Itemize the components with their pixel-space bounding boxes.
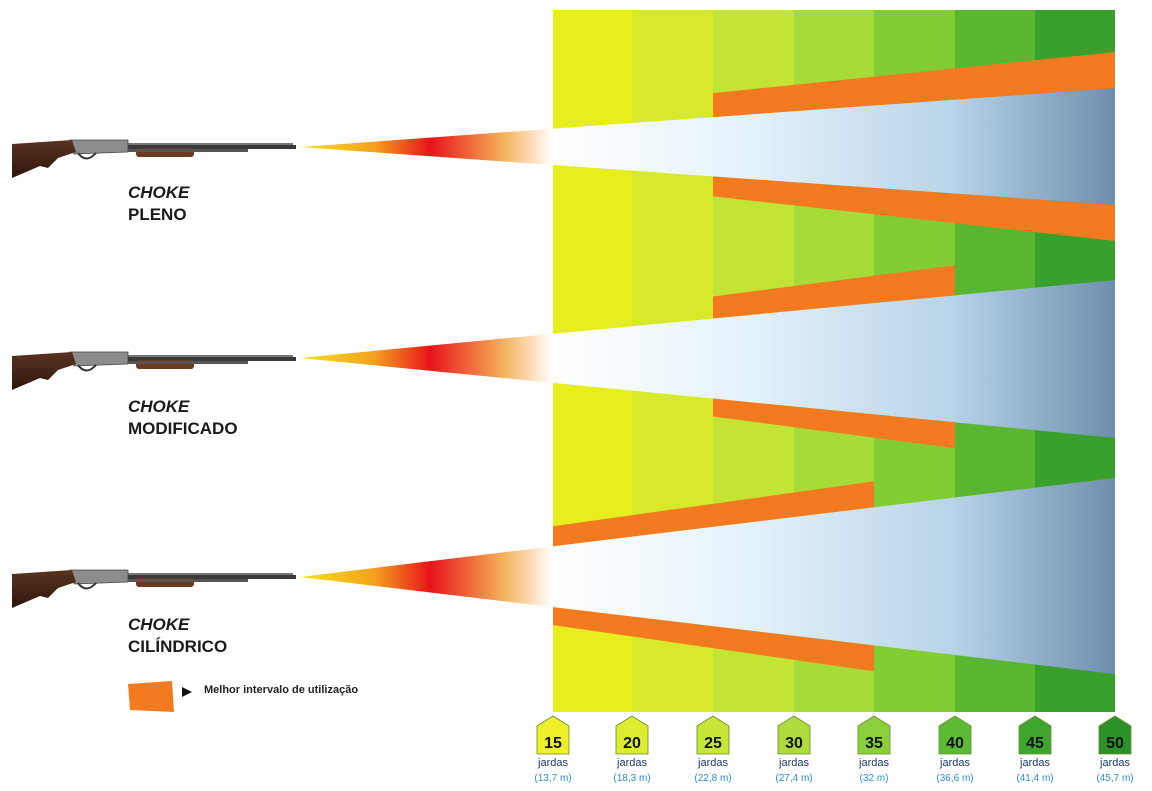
distance-unit: jardas (1100, 757, 1130, 769)
optimal-range-swatch (128, 681, 174, 712)
distance-yards: 15 (544, 735, 562, 752)
distance-label: jardas (27,4 m) (764, 756, 824, 786)
distance-yards: 30 (785, 735, 803, 752)
distance-yards: 25 (704, 735, 722, 752)
distance-unit: jardas (698, 757, 728, 769)
distance-label: jardas (45,7 m) (1085, 756, 1145, 786)
distance-unit: jardas (538, 757, 568, 769)
distance-meters: (41,4 m) (1016, 773, 1054, 784)
optimal-range-wedge (713, 265, 955, 319)
optimal-range-wedge (553, 481, 874, 547)
distance-meters: (27,4 m) (775, 773, 813, 784)
distance-label: jardas (41,4 m) (1005, 756, 1065, 786)
choke-label-cilindrico: CHOKE CILÍNDRICO (128, 614, 227, 658)
shot-pattern-cone (300, 88, 1115, 205)
distance-meters: (13,7 m) (534, 773, 572, 784)
shot-pattern-cones (300, 88, 1115, 674)
distance-badge: 15 (536, 715, 570, 755)
distance-yards: 50 (1106, 735, 1124, 752)
choke-title: CHOKE (128, 183, 190, 202)
optimal-range-wedge (713, 398, 955, 449)
distance-label: jardas (22,8 m) (683, 756, 743, 786)
shotgun-icon (11, 139, 297, 179)
distance-meters: (18,3 m) (613, 773, 651, 784)
shot-pattern-cone (300, 280, 1115, 438)
distance-meters: (45,7 m) (1096, 773, 1134, 784)
choke-label-modificado: CHOKE MODIFICADO (128, 396, 238, 440)
distance-yards: 40 (946, 735, 964, 752)
distance-meters: (36,6 m) (936, 773, 974, 784)
shotgun-icon (11, 569, 297, 609)
distance-badge: 40 (938, 715, 972, 755)
choke-type: CILÍNDRICO (128, 637, 228, 656)
distance-label: jardas (36,6 m) (925, 756, 985, 786)
choke-type: PLENO (128, 205, 187, 224)
optimal-range-wedge (713, 52, 1115, 118)
distance-badge: 25 (696, 715, 730, 755)
distance-label: jardas (18,3 m) (602, 756, 662, 786)
choke-type: MODIFICADO (128, 419, 238, 438)
optimal-range-wedge (713, 176, 1115, 241)
distance-unit: jardas (940, 757, 970, 769)
distance-unit: jardas (779, 757, 809, 769)
shot-pattern-cone (300, 478, 1115, 674)
distance-yards: 35 (865, 735, 883, 752)
choke-label-pleno: CHOKE PLENO (128, 182, 189, 226)
distance-badge: 50 (1098, 715, 1132, 755)
distance-meters: (22,8 m) (694, 773, 732, 784)
shotgun-icon (11, 351, 297, 391)
distance-yards: 45 (1026, 735, 1044, 752)
distance-badge: 35 (857, 715, 891, 755)
optimal-range-wedges (553, 52, 1115, 672)
choke-title: CHOKE (128, 615, 190, 634)
distance-yards: 20 (623, 735, 641, 752)
distance-badge: 30 (777, 715, 811, 755)
distance-badge: 45 (1018, 715, 1052, 755)
choke-title: CHOKE (128, 397, 190, 416)
distance-unit: jardas (617, 757, 647, 769)
distance-label: jardas (32 m) (844, 756, 904, 786)
distance-unit: jardas (859, 757, 889, 769)
distance-badges: 15 20 25 30 35 40 45 50 (536, 715, 1132, 755)
legend-label: Melhor intervalo de utilização (204, 684, 359, 696)
distance-meters: (32 m) (859, 773, 889, 784)
distance-badge: 20 (615, 715, 649, 755)
optimal-range-wedge (553, 607, 874, 672)
distance-label: jardas (13,7 m) (523, 756, 583, 786)
triangle-right-icon (182, 687, 192, 697)
distance-unit: jardas (1020, 757, 1050, 769)
